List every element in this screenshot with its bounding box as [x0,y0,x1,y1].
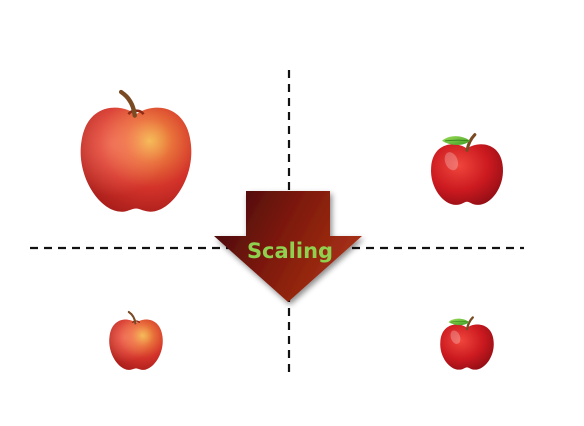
scaling-arrow [214,191,362,302]
down-arrow-icon [214,191,362,302]
arrow-label: Scaling [247,239,333,263]
